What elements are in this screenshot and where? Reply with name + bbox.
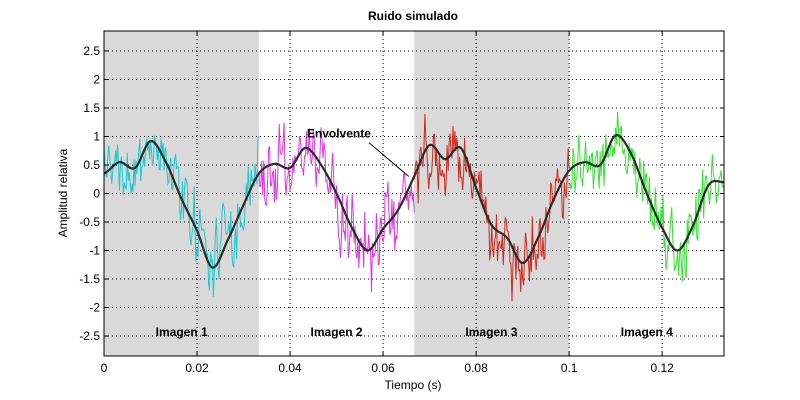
envelope-annotation-text: Envolvente bbox=[307, 127, 371, 141]
shaded-region-1 bbox=[104, 31, 259, 356]
region-label-1: Imagen 1 bbox=[156, 325, 208, 339]
y-tick-label: 2 bbox=[93, 72, 100, 86]
y-tick-label: -0.5 bbox=[79, 215, 100, 229]
y-tick-label: 2.5 bbox=[83, 44, 100, 58]
signal-segment-1 bbox=[103, 135, 260, 297]
x-tick-label: 0.02 bbox=[185, 361, 209, 375]
y-tick-label: -1.5 bbox=[79, 272, 100, 286]
envelope-annotation-arrow bbox=[368, 142, 409, 177]
y-tick-label: -1 bbox=[89, 244, 100, 258]
x-axis-label: Tiempo (s) bbox=[385, 378, 442, 392]
x-tick-label: 0.04 bbox=[278, 361, 302, 375]
y-tick-label: 1.5 bbox=[83, 101, 100, 115]
y-tick-label: 0.5 bbox=[83, 158, 100, 172]
x-tick-label: 0 bbox=[101, 361, 108, 375]
x-axis-ticks: 0 0.02 0.04 0.06 0.08 0.1 0.12 bbox=[101, 31, 674, 375]
shaded-region-2 bbox=[414, 31, 570, 356]
region-labels: Imagen 1 Imagen 2 Imagen 3 Imagen 4 bbox=[156, 325, 673, 339]
signal-segment-2 bbox=[258, 122, 415, 293]
y-tick-label: 0 bbox=[93, 187, 100, 201]
x-tick-label: 0.1 bbox=[561, 361, 578, 375]
x-tick-label: 0.12 bbox=[650, 361, 674, 375]
region-label-4: Imagen 4 bbox=[621, 325, 673, 339]
y-axis-label: Amplitud relativa bbox=[56, 148, 70, 237]
y-tick-label: -2 bbox=[89, 301, 100, 315]
envelope-layer bbox=[103, 133, 724, 269]
signal-segment-4 bbox=[568, 111, 725, 282]
region-label-3: Imagen 3 bbox=[465, 325, 517, 339]
envelope-line bbox=[103, 133, 724, 269]
x-tick-label: 0.06 bbox=[371, 361, 395, 375]
y-axis-ticks: -2.5 -2 -1.5 -1 -0.5 0 0.5 1 1.5 2 2.5 bbox=[79, 44, 724, 343]
region-label-2: Imagen 2 bbox=[311, 325, 363, 339]
envelope-annotation: Envolvente bbox=[307, 127, 409, 177]
y-tick-label: 1 bbox=[93, 129, 100, 143]
x-tick-label: 0.08 bbox=[464, 361, 488, 375]
chart-title: Ruido simulado bbox=[368, 9, 458, 23]
y-tick-label: -2.5 bbox=[79, 329, 100, 343]
